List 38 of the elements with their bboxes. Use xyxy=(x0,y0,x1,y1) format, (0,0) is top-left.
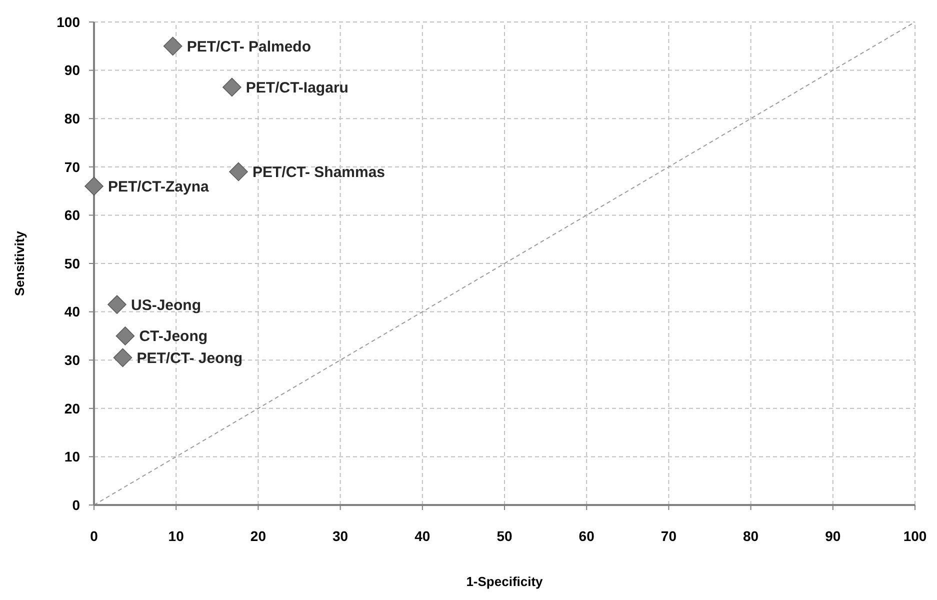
annotation: PET/CT- Shammas xyxy=(252,164,386,181)
point xyxy=(84,176,104,196)
annotation: PET/CT- Jeong xyxy=(136,350,243,367)
point xyxy=(108,295,126,314)
point xyxy=(116,326,135,346)
annotation: CT-Jeong xyxy=(139,328,208,346)
x-axis-title: 1-Specificity xyxy=(466,574,544,589)
y-axis-title: Sensitivity xyxy=(12,230,27,296)
y-tick-label: 70 xyxy=(64,158,80,175)
y-tick-label: 10 xyxy=(64,448,80,465)
x-tick-label: 100 xyxy=(903,528,927,544)
point xyxy=(222,78,242,97)
y-tick-label: 100 xyxy=(56,14,80,30)
annotation: US-Jeong xyxy=(130,296,202,314)
y-tick-label: 40 xyxy=(64,304,80,320)
point xyxy=(229,162,248,182)
y-tick-label: 0 xyxy=(72,496,80,513)
y-tick-label: 60 xyxy=(64,207,80,224)
x-tick-label: 10 xyxy=(168,528,184,544)
x-tick-label: 80 xyxy=(743,528,759,544)
y-tick-label: 30 xyxy=(64,352,80,368)
x-tick-label: 0 xyxy=(90,528,98,544)
y-tick-label: 50 xyxy=(64,255,80,272)
x-tick-label: 70 xyxy=(660,528,677,544)
y-tick-label: 20 xyxy=(64,400,80,416)
y-tick-label: 80 xyxy=(64,110,80,126)
x-tick-label: 20 xyxy=(250,528,266,544)
annotation: PET/CT- Palmedo xyxy=(186,38,312,56)
x-tick-label: 40 xyxy=(414,528,430,544)
x-tick-label: 30 xyxy=(332,528,348,544)
x-tick-label: 50 xyxy=(496,528,512,544)
point xyxy=(163,36,182,56)
annotation: PET/CT-Zayna xyxy=(108,178,210,196)
x-tick-label: 60 xyxy=(578,528,595,544)
point xyxy=(113,348,132,368)
x-tick-label: 90 xyxy=(825,528,841,544)
y-tick-label: 90 xyxy=(64,62,80,78)
annotation: PET/CT-Iagaru xyxy=(246,79,348,96)
